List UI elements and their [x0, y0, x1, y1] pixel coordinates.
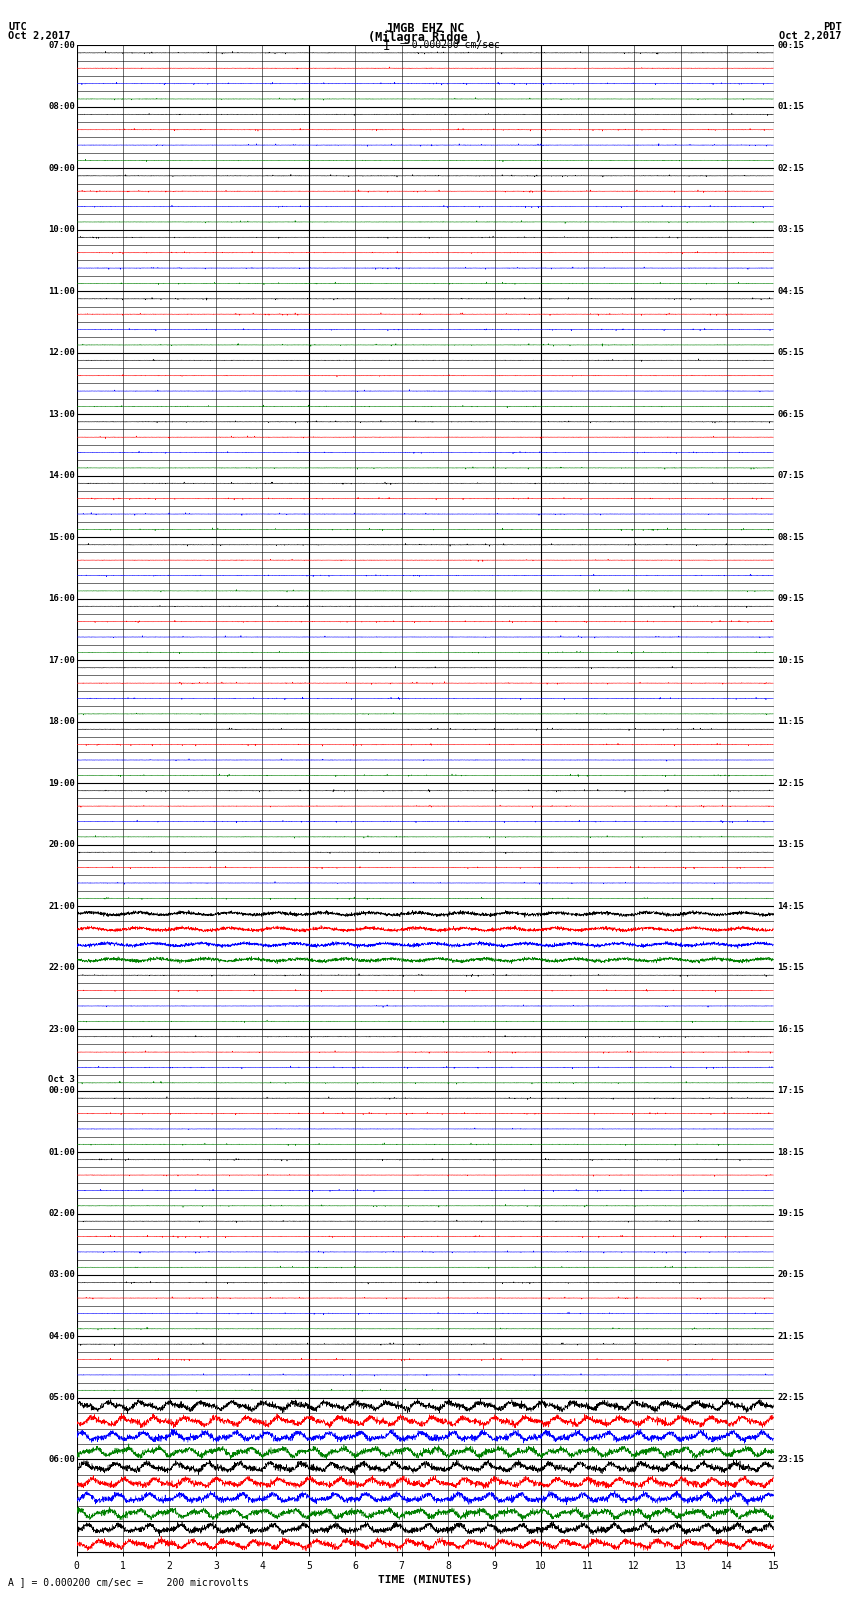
Text: 22:00: 22:00	[48, 963, 75, 973]
Text: PDT: PDT	[823, 23, 842, 32]
Text: 09:15: 09:15	[777, 594, 804, 603]
Text: 11:00: 11:00	[48, 287, 75, 295]
Text: = 0.000200 cm/sec: = 0.000200 cm/sec	[400, 39, 499, 50]
Text: 14:00: 14:00	[48, 471, 75, 481]
Text: 20:00: 20:00	[48, 840, 75, 848]
Text: 10:15: 10:15	[777, 655, 804, 665]
Text: 03:00: 03:00	[48, 1271, 75, 1279]
Text: 22:15: 22:15	[777, 1394, 804, 1402]
Text: 10:00: 10:00	[48, 226, 75, 234]
Text: 13:15: 13:15	[777, 840, 804, 848]
Text: 00:00: 00:00	[48, 1086, 75, 1095]
Text: 07:15: 07:15	[777, 471, 804, 481]
Text: 04:00: 04:00	[48, 1332, 75, 1340]
Text: UTC: UTC	[8, 23, 27, 32]
Text: 15:00: 15:00	[48, 532, 75, 542]
Text: 18:00: 18:00	[48, 718, 75, 726]
Text: 01:00: 01:00	[48, 1147, 75, 1157]
Text: 17:00: 17:00	[48, 655, 75, 665]
Text: 19:15: 19:15	[777, 1210, 804, 1218]
Text: 06:00: 06:00	[48, 1455, 75, 1465]
Text: Oct 2,2017: Oct 2,2017	[8, 31, 71, 40]
Text: 21:15: 21:15	[777, 1332, 804, 1340]
Text: 01:15: 01:15	[777, 102, 804, 111]
Text: 04:15: 04:15	[777, 287, 804, 295]
Text: 08:00: 08:00	[48, 102, 75, 111]
Text: 11:15: 11:15	[777, 718, 804, 726]
Text: 02:15: 02:15	[777, 163, 804, 173]
Text: 20:15: 20:15	[777, 1271, 804, 1279]
Text: 07:00: 07:00	[48, 40, 75, 50]
Text: 23:00: 23:00	[48, 1024, 75, 1034]
Text: Oct 2,2017: Oct 2,2017	[779, 31, 842, 40]
Text: 00:15: 00:15	[777, 40, 804, 50]
Text: 12:15: 12:15	[777, 779, 804, 787]
Text: 02:00: 02:00	[48, 1210, 75, 1218]
Text: 17:15: 17:15	[777, 1086, 804, 1095]
Text: (Milagra Ridge ): (Milagra Ridge )	[368, 31, 482, 44]
Text: JMGB EHZ NC: JMGB EHZ NC	[386, 23, 464, 35]
Text: I: I	[383, 39, 390, 53]
Text: 13:00: 13:00	[48, 410, 75, 419]
Text: 18:15: 18:15	[777, 1147, 804, 1157]
Text: 19:00: 19:00	[48, 779, 75, 787]
Text: 16:00: 16:00	[48, 594, 75, 603]
Text: 05:15: 05:15	[777, 348, 804, 356]
Text: 06:15: 06:15	[777, 410, 804, 419]
Text: 09:00: 09:00	[48, 163, 75, 173]
Text: Oct 3: Oct 3	[48, 1076, 75, 1084]
Text: A ] = 0.000200 cm/sec =    200 microvolts: A ] = 0.000200 cm/sec = 200 microvolts	[8, 1578, 249, 1587]
Text: 14:15: 14:15	[777, 902, 804, 911]
Text: 15:15: 15:15	[777, 963, 804, 973]
Text: 05:00: 05:00	[48, 1394, 75, 1402]
Text: 23:15: 23:15	[777, 1455, 804, 1465]
Text: 16:15: 16:15	[777, 1024, 804, 1034]
Text: 08:15: 08:15	[777, 532, 804, 542]
Text: 12:00: 12:00	[48, 348, 75, 356]
X-axis label: TIME (MINUTES): TIME (MINUTES)	[377, 1574, 473, 1586]
Text: 21:00: 21:00	[48, 902, 75, 911]
Text: 03:15: 03:15	[777, 226, 804, 234]
